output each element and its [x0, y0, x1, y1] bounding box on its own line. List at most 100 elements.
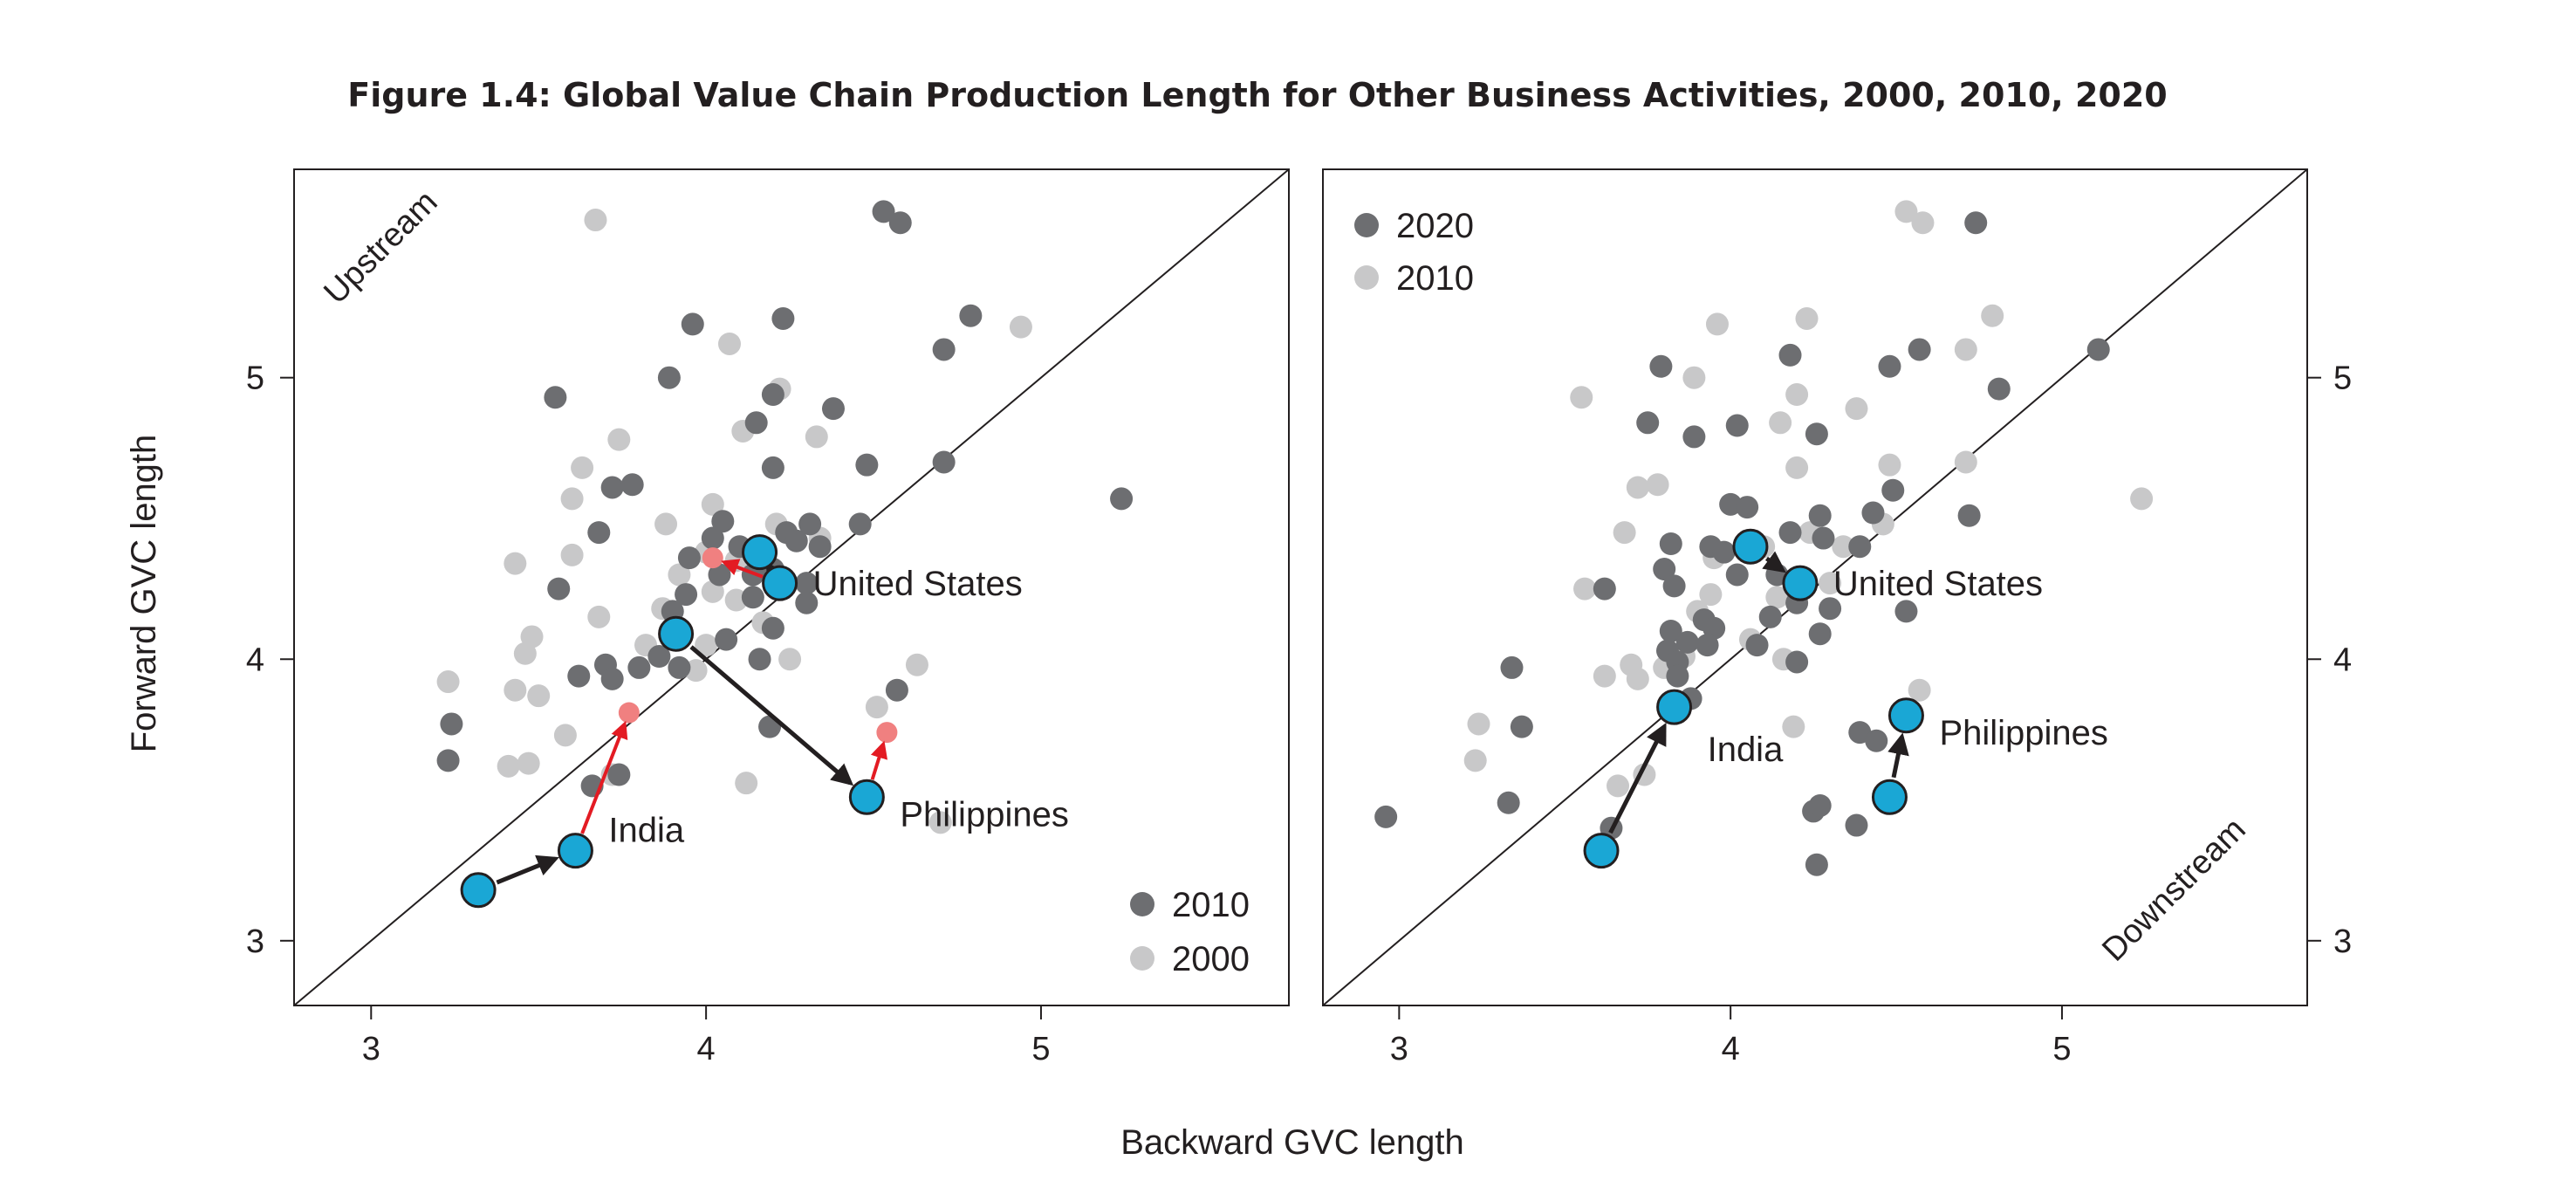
- united-states-label: United States: [813, 565, 1023, 603]
- data-point-2020: [1881, 478, 1905, 502]
- data-point-2000: [654, 512, 678, 536]
- united-states-red-arrow: [721, 559, 764, 579]
- data-point-2010: [436, 749, 460, 772]
- india-end-point: [1656, 689, 1693, 725]
- united-states-start-point: [742, 534, 778, 571]
- data-point-2020: [1682, 425, 1706, 449]
- data-point-2020: [1778, 343, 1802, 367]
- data-point-2010: [440, 712, 463, 736]
- data-point-2010: [1613, 521, 1636, 545]
- data-point-2020: [1908, 338, 1931, 361]
- data-point-2010: [1573, 577, 1597, 600]
- data-point-2010: [741, 586, 764, 609]
- data-point-2010: [657, 366, 681, 389]
- philippines-start-point: [658, 615, 695, 652]
- data-point-2010: [677, 546, 701, 570]
- legend-marker-2010: [1354, 265, 1379, 290]
- figure-title: Figure 1.4: Global Value Chain Productio…: [347, 76, 2167, 114]
- right-panel: United States India Philippines 3 4 5 3 4 5 Downs…: [1322, 168, 2352, 1067]
- legend-marker-2010: [1130, 892, 1154, 916]
- data-point-2010: [675, 583, 698, 607]
- data-point-2010: [848, 512, 872, 536]
- data-point-2020: [1957, 504, 1981, 527]
- plot-area: [1323, 169, 2307, 1005]
- data-point-2020: [1500, 655, 1524, 679]
- data-point-2020: [1745, 634, 1769, 657]
- data-point-2010: [771, 306, 795, 330]
- data-point-2020: [1653, 558, 1676, 581]
- data-point-2000: [571, 456, 594, 479]
- plot-frame: [1322, 168, 2308, 1006]
- data-point-2020: [1819, 597, 1842, 621]
- data-point-2000: [805, 425, 828, 449]
- philippines-start-point: [1871, 779, 1908, 815]
- philippines-red-arrow: [870, 740, 888, 780]
- data-point-2020: [1662, 574, 1686, 598]
- philippines-label: Philippines: [1939, 714, 2107, 752]
- data-point-2010: [1894, 200, 1918, 223]
- data-point-2010: [748, 648, 771, 671]
- data-point-2010: [607, 763, 631, 786]
- data-point-2010: [711, 510, 735, 533]
- y-tick-label: 4: [2333, 642, 2352, 678]
- data-point-2000: [701, 492, 724, 516]
- legend-marker-2000: [1130, 946, 1154, 971]
- data-point-2010: [1467, 712, 1490, 736]
- x-tick-label: 4: [1722, 1031, 1740, 1067]
- data-point-2000: [527, 684, 551, 708]
- data-point-2000: [695, 634, 718, 657]
- data-point-2010: [932, 338, 956, 361]
- data-point-2020: [1805, 853, 1828, 876]
- data-point-2000: [735, 772, 758, 795]
- data-point-2010: [1593, 664, 1616, 688]
- data-point-2010: [681, 312, 704, 336]
- data-point-2010: [1954, 450, 1977, 474]
- y-tick-label: 3: [2333, 923, 2352, 960]
- data-point-2010: [1785, 456, 1809, 479]
- y-tick-label: 3: [246, 923, 264, 960]
- data-point-2010: [668, 655, 691, 679]
- data-point-2010: [1878, 453, 1901, 477]
- data-point-2020: [1374, 805, 1398, 828]
- data-point-2000: [684, 659, 708, 683]
- y-axis-title: Forward GVC length: [125, 435, 163, 753]
- india-red-arrow: [580, 720, 628, 834]
- data-point-2010: [701, 526, 724, 550]
- data-point-2000: [724, 588, 748, 612]
- data-point-2020: [1675, 630, 1699, 654]
- data-point-2000: [517, 751, 540, 775]
- data-point-2010: [855, 453, 879, 477]
- data-point-2010: [567, 664, 591, 688]
- data-point-2020: [1812, 526, 1835, 550]
- data-point-2020: [1696, 634, 1719, 657]
- data-point-2010: [620, 473, 644, 497]
- data-point-2000: [928, 811, 952, 834]
- x-tick-label: 3: [1390, 1031, 1408, 1067]
- y-tick-label: 5: [246, 360, 264, 397]
- data-point-2020: [1636, 411, 1660, 435]
- data-point-2010: [761, 383, 784, 407]
- data-point-2000: [504, 678, 527, 702]
- data-point-2020: [1497, 791, 1520, 814]
- data-point-2020: [1808, 793, 1832, 817]
- data-point-2000: [668, 563, 691, 587]
- data-point-2010: [1626, 476, 1649, 499]
- data-point-2010: [888, 211, 912, 235]
- united-states-label: United States: [1833, 565, 2043, 603]
- data-point-2000: [553, 724, 577, 747]
- data-point-2010: [795, 572, 819, 595]
- x-tick-label: 5: [1031, 1031, 1050, 1067]
- united-states-ghost-point: [702, 547, 723, 569]
- data-point-2010: [1682, 366, 1706, 389]
- data-point-2010: [1954, 338, 1977, 361]
- data-point-2010: [1981, 304, 2004, 327]
- philippines-ghost-point: [876, 722, 898, 744]
- data-point-2010: [544, 386, 567, 409]
- x-tick-label: 4: [697, 1031, 716, 1067]
- data-point-2020: [1778, 521, 1802, 545]
- data-point-2020: [1659, 619, 1682, 642]
- data-point-2010: [1607, 774, 1630, 798]
- data-point-2010: [627, 655, 651, 679]
- data-point-2000: [905, 653, 928, 676]
